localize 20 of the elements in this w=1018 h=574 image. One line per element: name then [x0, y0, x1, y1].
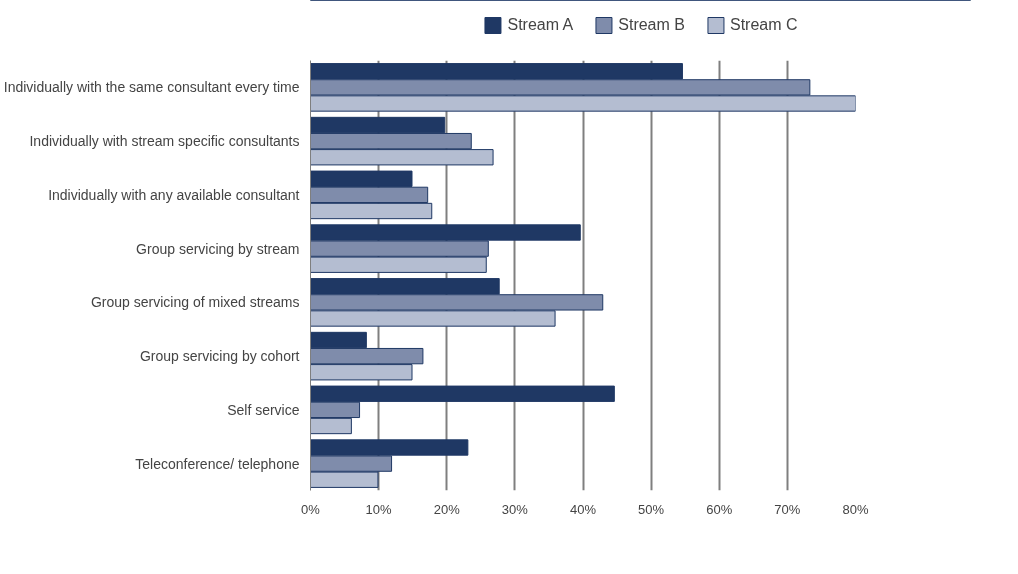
x-tick-label: 0%	[301, 501, 321, 517]
y-tick-label: Group servicing of mixed streams	[90, 294, 300, 311]
y-tick-label: Individually with stream specific consultants	[29, 133, 300, 150]
x-tick-label: 40%	[569, 501, 597, 517]
legend-label: Stream B	[618, 16, 685, 34]
y-tick-label: Individually with the same consultant every time	[3, 79, 300, 96]
x-tick-label: 10%	[365, 501, 393, 517]
x-tick-label: 50%	[638, 501, 665, 517]
y-tick-label: Individually with any available consultant	[48, 186, 300, 203]
y-tick-label: Group servicing by stream	[136, 240, 300, 257]
legend-label: Stream A	[507, 16, 574, 34]
x-tick-label: 20%	[433, 501, 461, 517]
x-tick-label: 80%	[842, 501, 869, 517]
legend-label: Stream C	[729, 16, 798, 34]
y-tick-label: Group servicing by cohort	[139, 348, 300, 365]
x-tick-label: 60%	[706, 501, 733, 517]
x-tick-label: 30%	[501, 501, 529, 517]
x-tick-label: 70%	[774, 501, 801, 517]
y-tick-label: Self service	[227, 401, 300, 418]
y-tick-label: Teleconference/ telephone	[135, 455, 300, 472]
